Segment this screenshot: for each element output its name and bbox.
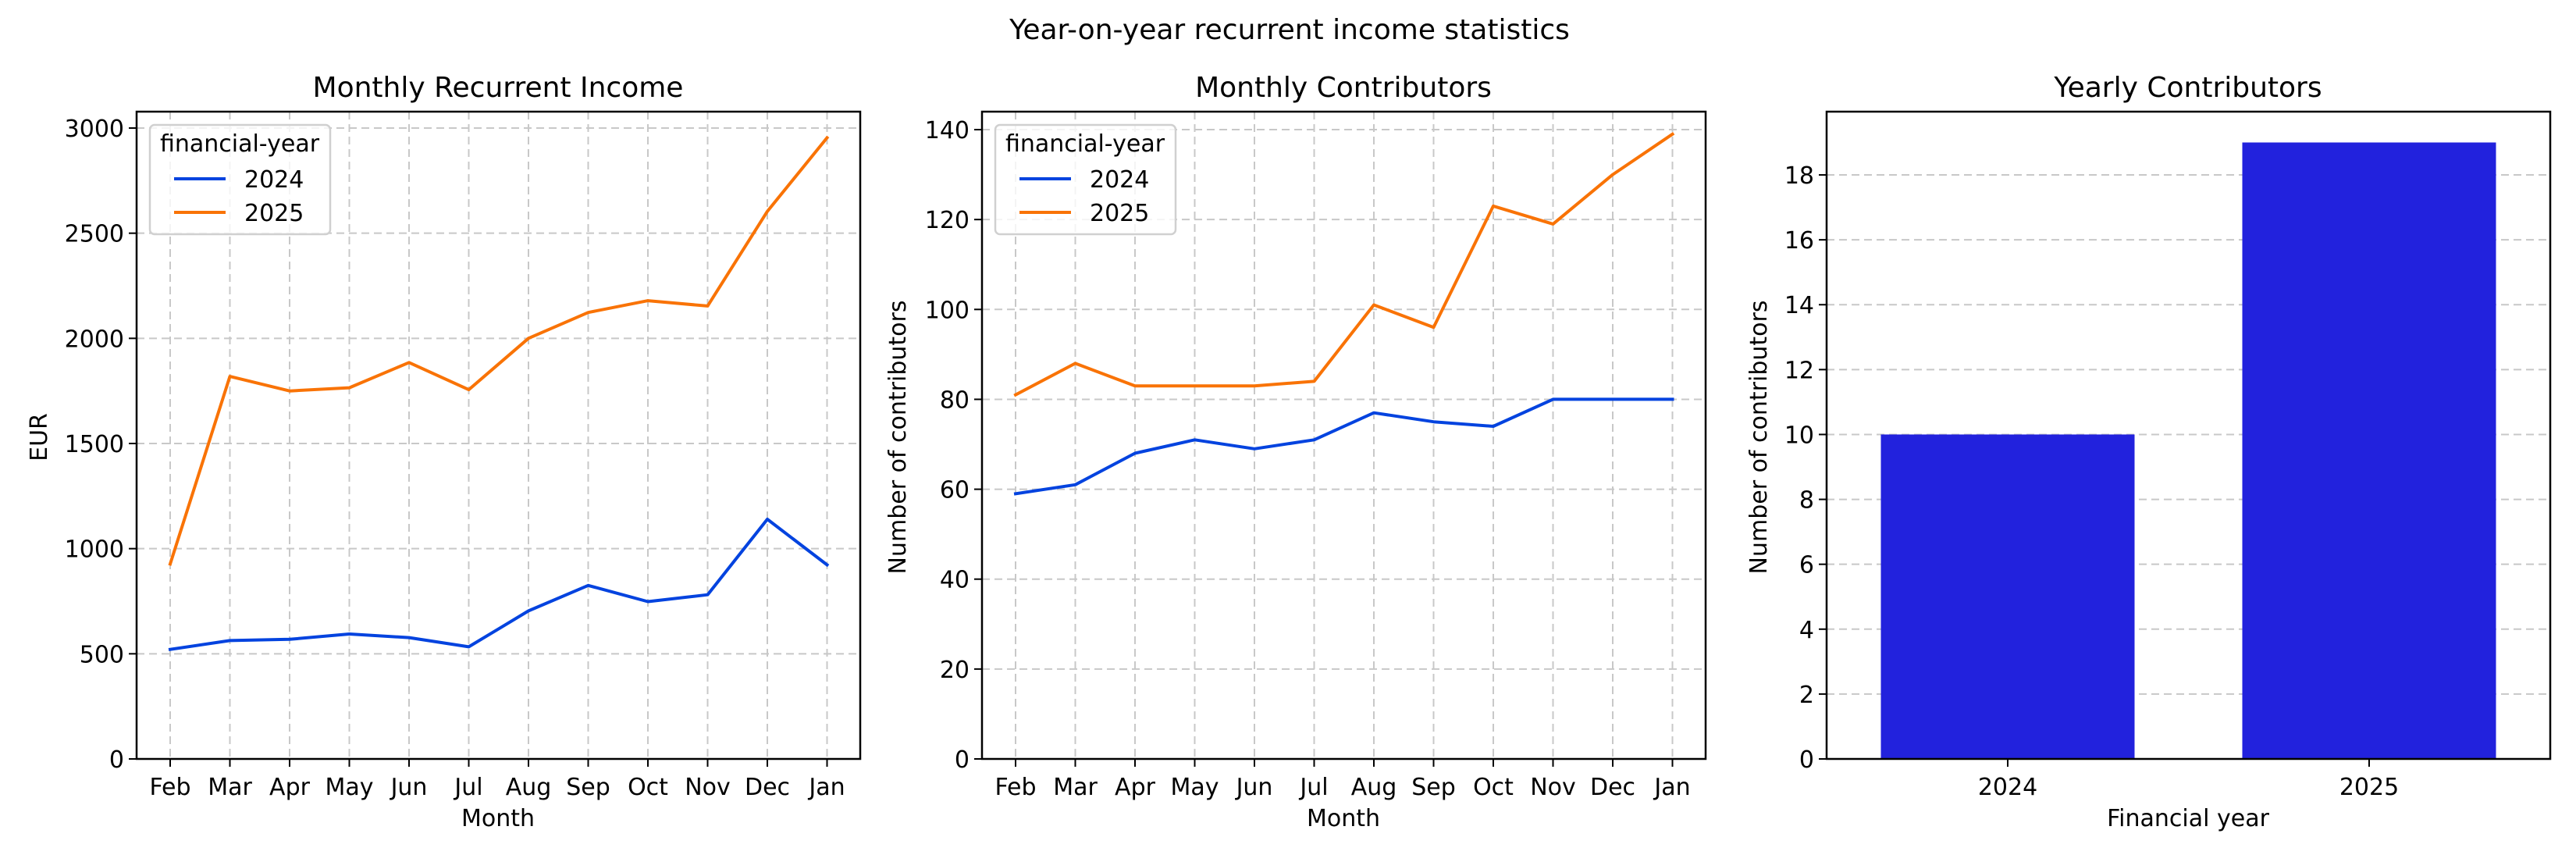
y-tick-label: 8 [1799, 487, 1814, 515]
y-tick-label: 2000 [65, 326, 124, 353]
x-tick-label: Sep [1411, 774, 1456, 801]
x-tick-label: May [1170, 774, 1219, 801]
y-tick-label: 2500 [65, 221, 124, 248]
chart-yearly-contributors: Yearly Contributors 0 2 4 6 8 10 12 14 16 18 2024 2… [1745, 72, 2552, 832]
x-tick-label: Apr [269, 774, 311, 801]
x-tick-label: Feb [149, 774, 190, 801]
axes-frame [135, 110, 862, 760]
x-tick-label: 2025 [2339, 774, 2399, 801]
ticks: 0 20 40 60 80 100 120 140 Feb Mar Apr May Jun Jul Aug S… [925, 117, 1691, 801]
y-tick-label: 140 [925, 117, 970, 144]
bar-2024 [1880, 434, 2135, 759]
chart-title: Monthly Contributors [1195, 72, 1492, 104]
chart-monthly-recurrent-income: Monthly Recurrent Income 0 500 1000 1500 200… [26, 72, 862, 832]
y-tick-label: 500 [80, 641, 124, 668]
x-tick-label: Dec [1590, 774, 1635, 801]
legend-label-2024: 2024 [1090, 166, 1149, 194]
x-tick-label: Jan [807, 774, 845, 801]
y-tick-label: 100 [925, 297, 970, 324]
x-tick-label: Jan [1653, 774, 1690, 801]
gridlines [137, 112, 860, 759]
x-tick-label: May [325, 774, 373, 801]
x-tick-label: Jun [390, 774, 428, 801]
x-axis-label: Month [461, 805, 535, 832]
legend-box [994, 123, 1177, 236]
y-tick-label: 16 [1784, 227, 1814, 255]
y-tick-label: 0 [1799, 746, 1814, 774]
legend: financial-year 2024 2025 [148, 123, 332, 236]
y-tick-label: 6 [1799, 552, 1814, 579]
y-tick-label: 10 [1784, 422, 1814, 449]
x-tick-label: Nov [685, 774, 731, 801]
x-tick-label: Sep [566, 774, 610, 801]
x-tick-label: Aug [506, 774, 552, 801]
axes-frame [980, 110, 1707, 760]
y-tick-label: 1500 [65, 431, 124, 458]
y-tick-label: 3000 [65, 116, 124, 143]
y-axis-label: Number of contributors [884, 301, 912, 575]
x-axis-label: Financial year [2107, 805, 2269, 832]
x-tick-label: Jul [453, 774, 482, 801]
chart-monthly-contributors: Monthly Contributors 0 20 40 60 80 100 120 140 F… [884, 72, 1707, 832]
x-tick-label: Mar [208, 774, 252, 801]
ticks: 0 500 1000 1500 2000 2500 3000 Feb Mar Apr May Jun J… [65, 116, 845, 801]
y-tick-label: 0 [955, 746, 970, 774]
plot-area [168, 135, 830, 651]
y-tick-label: 4 [1799, 617, 1814, 644]
series-line-2024 [168, 518, 830, 651]
plot-area [1013, 132, 1675, 496]
x-tick-label: Feb [994, 774, 1036, 801]
y-axis-label: EUR [26, 413, 53, 461]
x-axis-label: Month [1307, 805, 1380, 832]
x-tick-label: 2024 [1978, 774, 2037, 801]
y-axis-label: Number of contributors [1745, 301, 1773, 575]
legend-label-2025: 2025 [244, 200, 304, 227]
legend-label-2024: 2024 [244, 166, 304, 194]
x-tick-label: Jul [1298, 774, 1328, 801]
x-tick-label: Jun [1235, 774, 1273, 801]
x-tick-label: Nov [1530, 774, 1576, 801]
x-tick-label: Apr [1115, 774, 1156, 801]
x-tick-label: Oct [628, 774, 668, 801]
chart-title: Yearly Contributors [2053, 72, 2322, 104]
legend-box [148, 123, 332, 236]
legend: financial-year 2024 2025 [994, 123, 1177, 236]
series-line-2025 [168, 135, 830, 566]
y-tick-label: 60 [940, 477, 970, 504]
y-tick-label: 12 [1784, 357, 1814, 384]
x-tick-label: Aug [1351, 774, 1397, 801]
gridlines [982, 112, 1706, 759]
y-tick-label: 120 [925, 207, 970, 234]
y-tick-label: 1000 [65, 536, 124, 564]
chart-title: Monthly Recurrent Income [313, 72, 684, 104]
y-tick-label: 14 [1784, 292, 1814, 319]
legend-label-2025: 2025 [1090, 200, 1149, 227]
x-tick-label: Mar [1053, 774, 1098, 801]
figure-suptitle: Year-on-year recurrent income statistics [1009, 14, 1570, 46]
bar-2025 [2242, 142, 2496, 759]
series-line-2025 [1013, 132, 1675, 397]
legend-title: financial-year [160, 130, 320, 158]
ticks: 0 2 4 6 8 10 12 14 16 18 2024 2025 [1784, 162, 2399, 801]
plot-area [1880, 142, 2496, 759]
y-tick-label: 18 [1784, 162, 1814, 190]
x-tick-label: Oct [1473, 774, 1514, 801]
y-tick-label: 40 [940, 567, 970, 594]
x-tick-label: Dec [745, 774, 790, 801]
y-tick-label: 20 [940, 657, 970, 684]
axes-frame [1825, 110, 2552, 760]
y-tick-label: 80 [940, 386, 970, 414]
y-tick-label: 0 [109, 746, 124, 774]
legend-title: financial-year [1005, 130, 1165, 158]
series-line-2024 [1013, 397, 1674, 496]
y-tick-label: 2 [1799, 682, 1814, 709]
